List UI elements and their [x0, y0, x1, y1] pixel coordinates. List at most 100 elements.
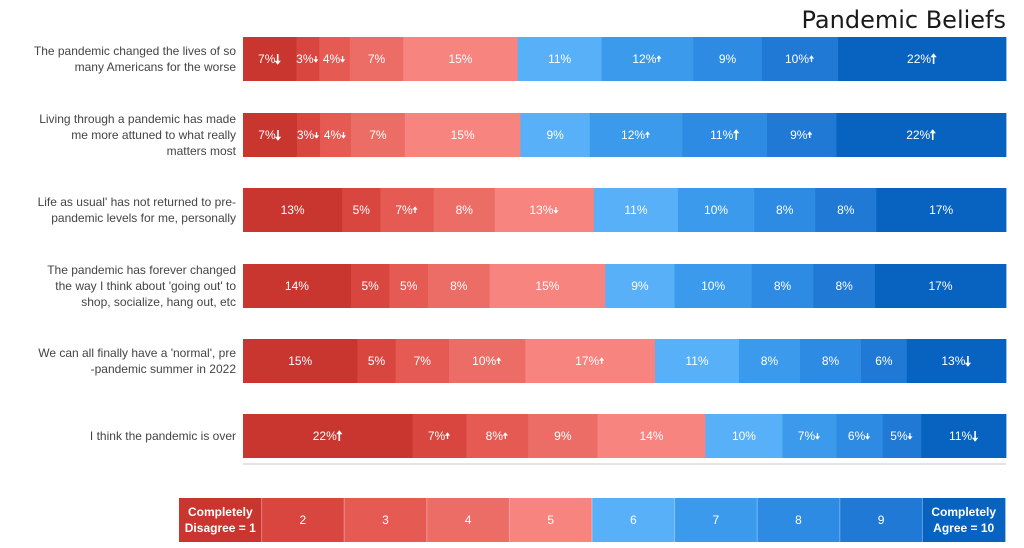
- bar-segment: [677, 188, 755, 232]
- category-label: I think the pandemic is over: [90, 429, 236, 443]
- bar-segment: [876, 188, 1007, 232]
- bar-segment: [395, 339, 450, 383]
- data-label: 14%: [285, 279, 309, 293]
- legend-label: 7: [713, 513, 720, 527]
- legend-label: 9: [878, 513, 885, 527]
- bar-segment: [525, 339, 656, 383]
- data-label: 10%: [704, 203, 728, 217]
- trend-arrow-icon: [496, 357, 502, 364]
- legend-swatch: [179, 498, 262, 542]
- trend-arrow-icon: [444, 432, 451, 439]
- data-label: 11%: [548, 52, 571, 66]
- data-label: 6%: [848, 429, 866, 443]
- bar-segment: [243, 188, 343, 232]
- bar-segment: [597, 414, 706, 458]
- trend-arrow-icon: [336, 430, 343, 441]
- data-label: 8%: [837, 203, 855, 217]
- trend-arrow-icon: [644, 131, 651, 138]
- data-label: 5%: [368, 354, 386, 368]
- trend-arrow-icon: [964, 356, 972, 367]
- legend-swatch: [592, 498, 675, 542]
- category-label: The pandemic has forever changed the way …: [47, 263, 236, 309]
- bar-segment: [705, 414, 783, 458]
- legend-label-line: 9: [878, 513, 885, 527]
- bar-segment: [754, 188, 816, 232]
- bar-row: 7% 3% 4% 7% 15% 11% 12% 9% 10% 22%: [243, 37, 1007, 81]
- bar-segment: [838, 37, 1007, 81]
- category-label-line: I think the pandemic is over: [90, 429, 236, 443]
- bar-segment: [761, 37, 839, 81]
- bar-segment: [693, 37, 763, 81]
- category-label-line: matters most: [167, 144, 237, 158]
- legend-swatch: [509, 498, 593, 542]
- data-label: 9%: [546, 128, 564, 142]
- legend-label-line: 4: [465, 513, 472, 527]
- data-label: 11%: [624, 203, 647, 217]
- data-label: 7%: [395, 203, 413, 217]
- data-label: 3%: [296, 52, 314, 66]
- chart-title: Pandemic Beliefs: [801, 6, 1006, 34]
- data-label: 10%: [732, 429, 756, 443]
- data-label: 4%: [324, 128, 342, 142]
- legend-label-line: Completely: [188, 505, 253, 519]
- data-label: 6%: [875, 354, 893, 368]
- legend-label-line: 3: [382, 513, 389, 527]
- data-label: 17%: [575, 354, 599, 368]
- data-label: 17%: [928, 279, 952, 293]
- legend-label: Completely Disagree = 1: [185, 505, 256, 535]
- category-label-line: -pandemic summer in 2022: [91, 362, 237, 376]
- trend-arrow-icon: [553, 207, 559, 214]
- trend-arrow-icon: [864, 433, 871, 440]
- bar-segment: [738, 339, 801, 383]
- legend-swatch: [757, 498, 841, 542]
- bar-segment: [243, 264, 352, 308]
- bar-segment: [427, 264, 491, 308]
- trend-arrow-icon: [930, 53, 937, 64]
- bar-segment: [836, 414, 884, 458]
- bar-segment: [350, 113, 406, 157]
- trend-arrow-icon: [814, 433, 821, 440]
- bar-segment: [380, 188, 435, 232]
- bar-segment: [433, 188, 496, 232]
- bar-row: 15% 5% 7% 10% 17% 11% 8% 8% 6% 13%: [243, 339, 1007, 383]
- bar-segment: [466, 414, 529, 458]
- trend-arrow-icon: [274, 130, 282, 141]
- data-label: 15%: [451, 128, 475, 142]
- data-label: 22%: [907, 52, 931, 66]
- legend-label-line: Agree = 10: [933, 521, 994, 535]
- data-label: 11%: [949, 429, 972, 443]
- data-label: 11%: [685, 354, 708, 368]
- category-label-line: the way I think about 'going out' to: [55, 279, 236, 293]
- bar-segment: [320, 113, 352, 157]
- bar-segment: [404, 113, 521, 157]
- data-label: 7%: [258, 52, 276, 66]
- data-label: 7%: [258, 128, 276, 142]
- bar-segment: [296, 113, 321, 157]
- data-label: 7%: [798, 429, 816, 443]
- bar-segment: [342, 188, 381, 232]
- category-label-line: The pandemic changed the lives of so: [34, 44, 236, 58]
- data-label: 8%: [486, 429, 504, 443]
- bar-segment: [874, 264, 1007, 308]
- data-label: 10%: [701, 279, 725, 293]
- bar-segment: [601, 37, 694, 81]
- data-label: 8%: [456, 203, 474, 217]
- data-label: 5%: [353, 203, 371, 217]
- bar-segment: [836, 113, 1007, 157]
- bar-segment: [389, 264, 429, 308]
- bar-row: 14% 5% 5% 8% 15% 9% 10% 8% 8% 17%: [243, 264, 1007, 308]
- trend-arrow-icon: [929, 129, 936, 140]
- bar-segment: [357, 339, 396, 383]
- legend-label-line: 8: [795, 513, 802, 527]
- bar-segment: [412, 414, 467, 458]
- data-label: 9%: [631, 279, 649, 293]
- trend-arrow-icon: [732, 129, 740, 140]
- bar-segment: [751, 264, 814, 308]
- bar-segment: [767, 113, 837, 157]
- trend-arrow-icon: [502, 432, 508, 439]
- data-label: 22%: [906, 128, 930, 142]
- bar-segment: [520, 113, 591, 157]
- bar-segment: [319, 37, 351, 81]
- bar-segment: [243, 339, 358, 383]
- trend-arrow-icon: [340, 132, 347, 139]
